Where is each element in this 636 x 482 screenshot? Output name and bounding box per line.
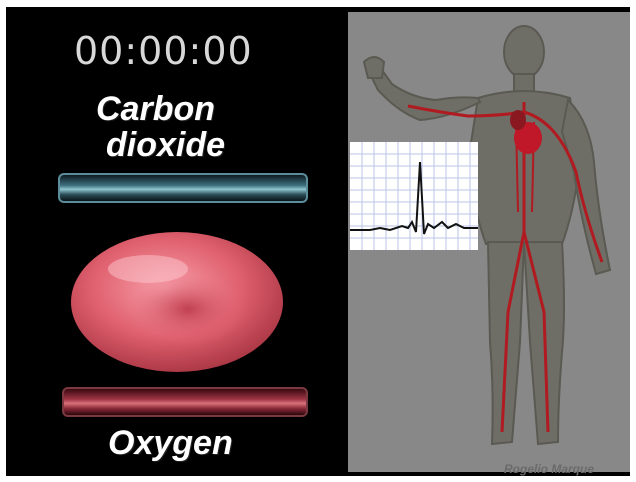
carbon-dioxide-level-bar bbox=[58, 173, 308, 203]
oxygen-label: Oxygen bbox=[108, 424, 233, 462]
carbon-dioxide-label: Carbon dioxide bbox=[96, 91, 225, 163]
oxygen-level-bar bbox=[62, 387, 308, 417]
author-credit: Rogelio Marque bbox=[504, 462, 595, 476]
human-body-figure bbox=[362, 25, 612, 446]
carbon-dioxide-label-line2: dioxide bbox=[106, 126, 226, 164]
animation-frame: 00:00:00 Carbon dioxide Oxygen bbox=[6, 7, 630, 476]
timer-display: 00:00:00 bbox=[74, 29, 253, 73]
red-blood-cell-icon bbox=[71, 232, 283, 372]
ecg-monitor-chart bbox=[350, 142, 478, 250]
carbon-dioxide-label-line1: Carbon bbox=[96, 90, 215, 128]
